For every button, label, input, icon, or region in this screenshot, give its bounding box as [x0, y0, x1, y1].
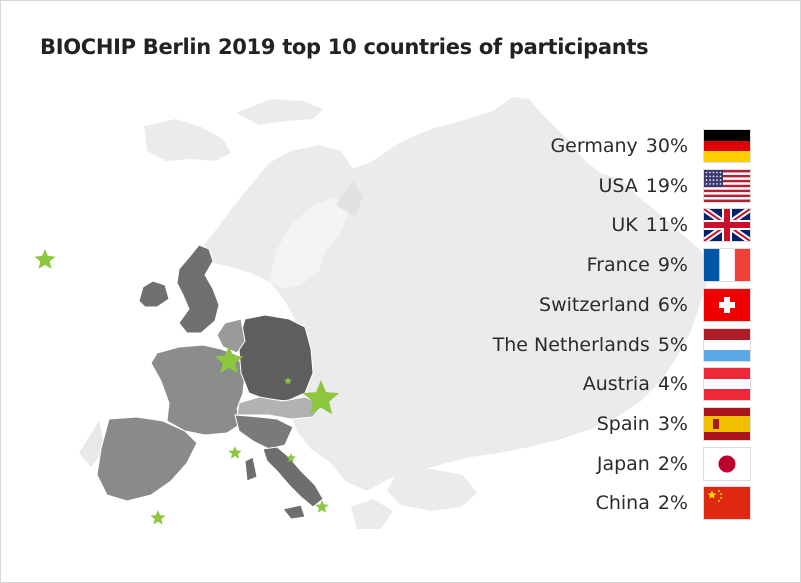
country-row: China 2%	[596, 487, 750, 520]
country-percent: 19%	[645, 174, 688, 197]
country-label: Switzerland 6%	[539, 294, 688, 316]
highlighted-countries	[96, 244, 324, 520]
country-label: France 9%	[587, 254, 688, 276]
country-label: Germany 30%	[550, 135, 688, 157]
star-icon	[228, 446, 242, 459]
country-name: Japan	[596, 452, 650, 475]
country-name: Austria	[582, 373, 650, 396]
star-icon	[284, 377, 292, 385]
italy-shape	[244, 446, 324, 520]
flag-china-icon	[704, 487, 750, 520]
country-percent: 3%	[657, 412, 688, 435]
country-name: France	[586, 254, 650, 277]
country-row: USA 19%	[598, 169, 750, 202]
flag-france-icon	[704, 249, 750, 282]
country-label: Spain 3%	[597, 413, 688, 435]
flag-uk-icon	[704, 209, 750, 242]
country-row: Austria 4%	[583, 368, 750, 401]
country-percent: 2%	[657, 452, 688, 475]
country-label: The Netherlands 5%	[493, 334, 688, 356]
flag-japan-icon	[704, 447, 750, 480]
country-row: Switzerland 6%	[539, 288, 750, 321]
benelux-shape	[216, 318, 246, 354]
country-percent: 9%	[657, 254, 688, 277]
country-name: UK	[611, 214, 638, 237]
flag-switzerland-icon	[704, 288, 750, 321]
star-icon	[214, 346, 244, 374]
star-icon	[34, 249, 56, 269]
country-percent: 11%	[645, 214, 688, 237]
country-name: Spain	[596, 412, 650, 435]
country-name: Switzerland	[539, 293, 650, 316]
flag-netherlands-icon	[704, 328, 750, 361]
country-name: Germany	[550, 135, 638, 157]
country-percent: 6%	[657, 293, 688, 316]
country-percent: 5%	[657, 333, 688, 356]
germany-shape	[238, 314, 314, 402]
country-row: Spain 3%	[597, 407, 750, 440]
uk-ireland-shape	[138, 244, 220, 334]
chart-title: BIOCHIP Berlin 2019 top 10 countries of …	[40, 35, 649, 59]
country-percent: 30%	[645, 135, 688, 157]
country-label: USA 19%	[598, 175, 688, 197]
country-row: Germany 30%	[550, 130, 750, 162]
switzerland-austria-shape	[236, 396, 324, 420]
country-name: The Netherlands	[492, 333, 650, 356]
country-row: Japan 2%	[597, 447, 750, 480]
star-icon	[302, 380, 340, 415]
country-row: UK 11%	[611, 209, 750, 242]
country-label: Japan 2%	[597, 453, 688, 475]
country-percent: 2%	[657, 492, 688, 515]
flag-austria-icon	[704, 368, 750, 401]
country-row: The Netherlands 5%	[493, 328, 750, 361]
flag-usa-icon	[704, 169, 750, 202]
alps-east-shape	[234, 414, 294, 450]
country-label: UK 11%	[611, 214, 688, 236]
flag-spain-icon	[704, 407, 750, 440]
country-label: Austria 4%	[583, 373, 688, 395]
country-name: USA	[598, 174, 638, 197]
country-label: China 2%	[596, 492, 688, 514]
country-row: France 9%	[587, 249, 750, 282]
flag-germany-icon	[704, 130, 750, 162]
spain-portugal-shape	[96, 416, 198, 502]
country-name: China	[595, 492, 650, 515]
star-icon	[315, 500, 329, 513]
star-icon	[150, 510, 166, 525]
country-percent: 4%	[657, 373, 688, 396]
star-icon	[286, 453, 296, 462]
